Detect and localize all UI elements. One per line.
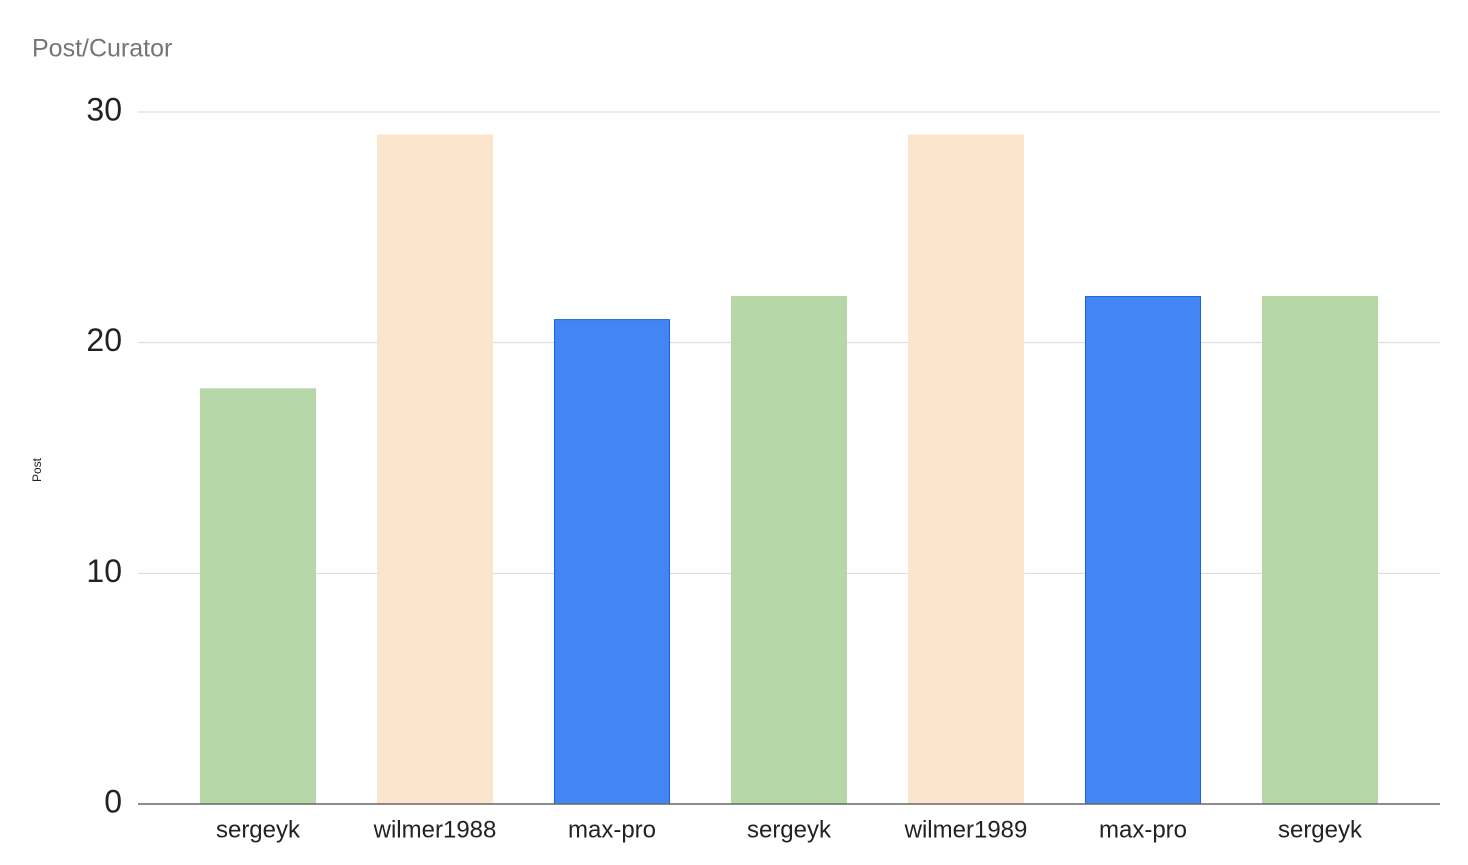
bar: [376, 134, 494, 805]
y-tick-label: 10: [86, 553, 122, 589]
y-tick-label: 30: [86, 91, 122, 127]
x-tick-label: sergeyk: [747, 816, 832, 843]
bar: [199, 388, 317, 805]
chart-title: Post/Curator: [32, 35, 172, 63]
y-tick-label: 20: [86, 322, 122, 358]
bar: [730, 296, 848, 805]
x-tick-label: wilmer1989: [904, 816, 1028, 843]
x-tick-label: max-pro: [568, 816, 656, 843]
y-tick-label: 0: [104, 783, 122, 819]
x-tick-label: sergeyk: [216, 816, 301, 843]
y-axis-label: Post: [30, 457, 44, 482]
bar: [1084, 296, 1202, 805]
x-tick-label: wilmer1988: [373, 816, 497, 843]
bar: [907, 134, 1025, 805]
bar: [1261, 296, 1379, 805]
bar: [553, 319, 671, 805]
x-tick-label: sergeyk: [1278, 816, 1363, 843]
x-tick-label: max-pro: [1099, 816, 1187, 843]
